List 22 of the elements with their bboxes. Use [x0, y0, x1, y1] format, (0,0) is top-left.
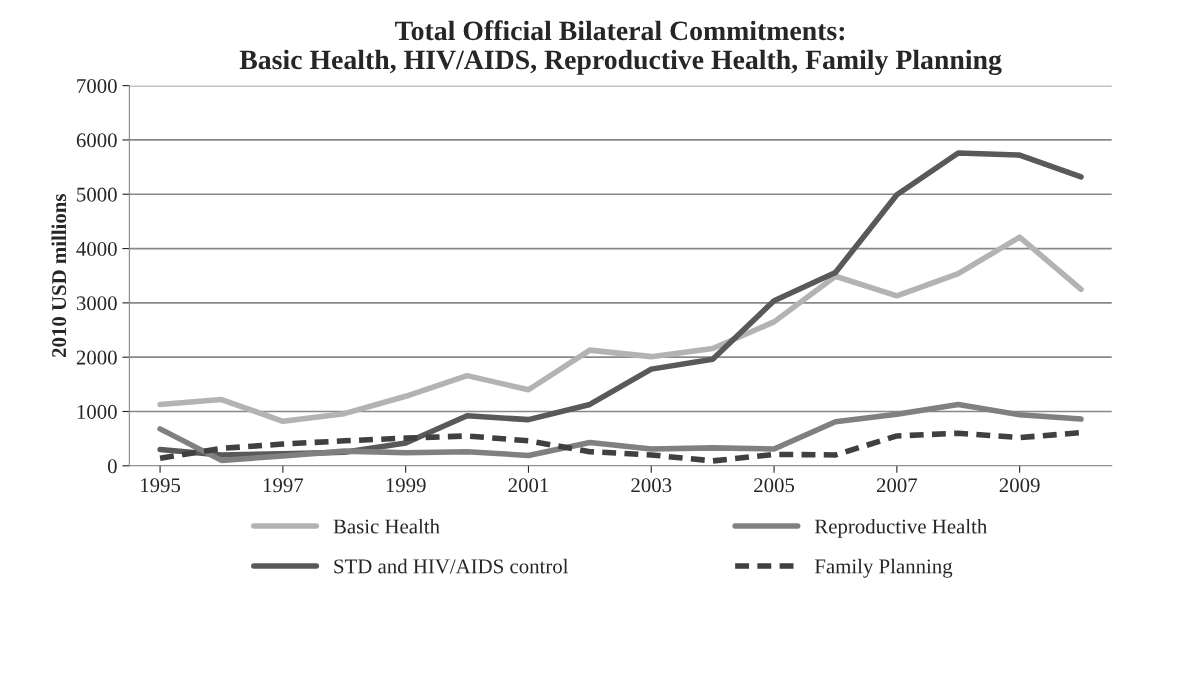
legend-label: STD and HIV/AIDS control — [334, 558, 569, 574]
x-tick-label: 2009 — [999, 478, 1040, 493]
y-tick-label: 2000 — [76, 350, 117, 365]
y-tick-label: 0 — [107, 459, 117, 474]
y-tick-label: 5000 — [77, 187, 117, 202]
x-tick-label: 2005 — [754, 478, 795, 493]
y-tick-label: 3000 — [76, 296, 117, 311]
y-tick-label: 1000 — [77, 404, 117, 419]
y-tick-label: 4000 — [76, 241, 117, 256]
x-tick-label: 2003 — [631, 478, 672, 493]
legend-label: Reproductive Health — [814, 518, 988, 538]
x-tick-label: 1995 — [141, 478, 181, 493]
y-axis-title: 2010 USD millions — [51, 194, 67, 358]
chart-title: Total Official Bilateral Commitments: Basic Health, HIV/AIDS, Reproductive Health, Family Planning — [239, 20, 1002, 76]
legend-label: Basic Health — [333, 518, 440, 534]
legend-label: Family Planning — [814, 558, 953, 578]
y-tick-label: 6000 — [76, 133, 117, 148]
x-tick-label: 1997 — [263, 478, 304, 493]
x-tick-label: 2001 — [508, 478, 549, 493]
y-tick-label: 7000 — [77, 79, 117, 94]
x-tick-label: 1999 — [386, 478, 426, 493]
x-tick-label: 2007 — [876, 478, 918, 493]
